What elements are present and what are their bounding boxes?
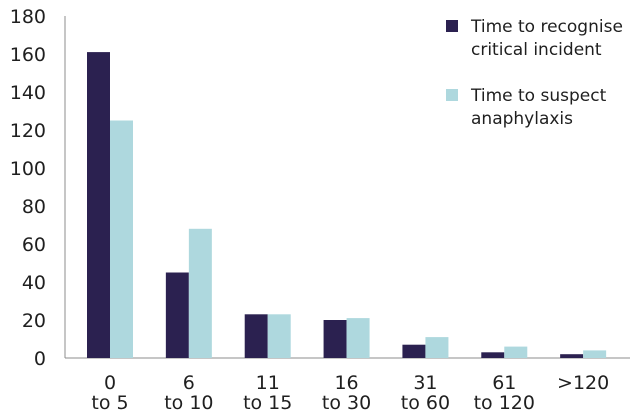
legend-swatch-2 bbox=[446, 89, 458, 101]
bar-series-2-3 bbox=[346, 318, 370, 358]
x-tick-label: 0 to 5 bbox=[91, 372, 128, 414]
x-tick-label: 31 to 60 bbox=[401, 372, 450, 414]
bar-series-2-0 bbox=[110, 120, 133, 358]
x-tick-line: to 120 bbox=[474, 392, 535, 414]
y-tick-label: 60 bbox=[22, 234, 46, 256]
x-tick-line: to 30 bbox=[322, 392, 371, 414]
bar-series-1-5 bbox=[481, 352, 505, 358]
y-tick-labels: 0 20 40 60 80 100 120 140 160 180 bbox=[10, 6, 46, 370]
legend-swatch-1 bbox=[446, 20, 458, 32]
x-tick-line: to 60 bbox=[401, 392, 450, 414]
y-tick-label: 120 bbox=[10, 120, 46, 142]
x-tick-line: 6 bbox=[183, 372, 195, 394]
y-tick-label: 160 bbox=[10, 44, 46, 66]
y-tick-label: 80 bbox=[22, 196, 46, 218]
bar-series-2-6 bbox=[583, 350, 607, 358]
legend-label-line: anaphylaxis bbox=[471, 109, 573, 129]
x-tick-label: 16 to 30 bbox=[322, 372, 371, 414]
x-tick-label: 6 to 10 bbox=[164, 372, 213, 414]
bar-series-1-0 bbox=[87, 52, 110, 358]
bar-series-2-5 bbox=[504, 346, 528, 358]
x-tick-label: 11 to 15 bbox=[243, 372, 292, 414]
x-tick-line: to 10 bbox=[164, 392, 213, 414]
x-tick-line: to 5 bbox=[91, 392, 128, 414]
x-tick-line: 0 bbox=[104, 372, 116, 394]
bars-group bbox=[87, 52, 607, 358]
x-tick-line: 16 bbox=[334, 372, 358, 394]
bar-series-1-3 bbox=[323, 320, 347, 358]
x-tick-label: 61 to 120 bbox=[474, 372, 535, 414]
x-tick-labels: 0 to 5 6 to 10 11 to 15 16 to 30 31 to 60 61 to 120… bbox=[91, 372, 609, 414]
x-tick-line: 31 bbox=[413, 372, 437, 394]
y-tick-label: 140 bbox=[10, 82, 46, 104]
bar-series-2-4 bbox=[425, 337, 449, 358]
y-tick-label: 20 bbox=[22, 310, 46, 332]
y-tick-label: 0 bbox=[34, 348, 46, 370]
bar-series-1-1 bbox=[165, 272, 189, 358]
legend-label-2: Time to suspect anaphylaxis bbox=[470, 86, 607, 129]
legend-label-line: critical incident bbox=[471, 40, 602, 60]
bar-series-2-1 bbox=[188, 228, 212, 358]
y-tick-label: 40 bbox=[22, 272, 46, 294]
x-tick-label: >120 bbox=[557, 372, 609, 394]
y-tick-label: 180 bbox=[10, 6, 46, 28]
bar-series-1-2 bbox=[244, 314, 268, 358]
legend-label-line: Time to suspect bbox=[470, 86, 607, 106]
legend-label-1: Time to recognise critical incident bbox=[470, 17, 623, 60]
legend-label-line: Time to recognise bbox=[470, 17, 623, 37]
bar-series-2-2 bbox=[267, 314, 291, 358]
x-tick-line: 61 bbox=[492, 372, 516, 394]
x-tick-line: 11 bbox=[256, 372, 280, 394]
y-tick-label: 100 bbox=[10, 158, 46, 180]
bar-series-1-4 bbox=[402, 344, 426, 358]
x-tick-line: to 15 bbox=[243, 392, 292, 414]
x-tick-line: >120 bbox=[557, 372, 609, 394]
bar-series-1-6 bbox=[560, 354, 584, 358]
